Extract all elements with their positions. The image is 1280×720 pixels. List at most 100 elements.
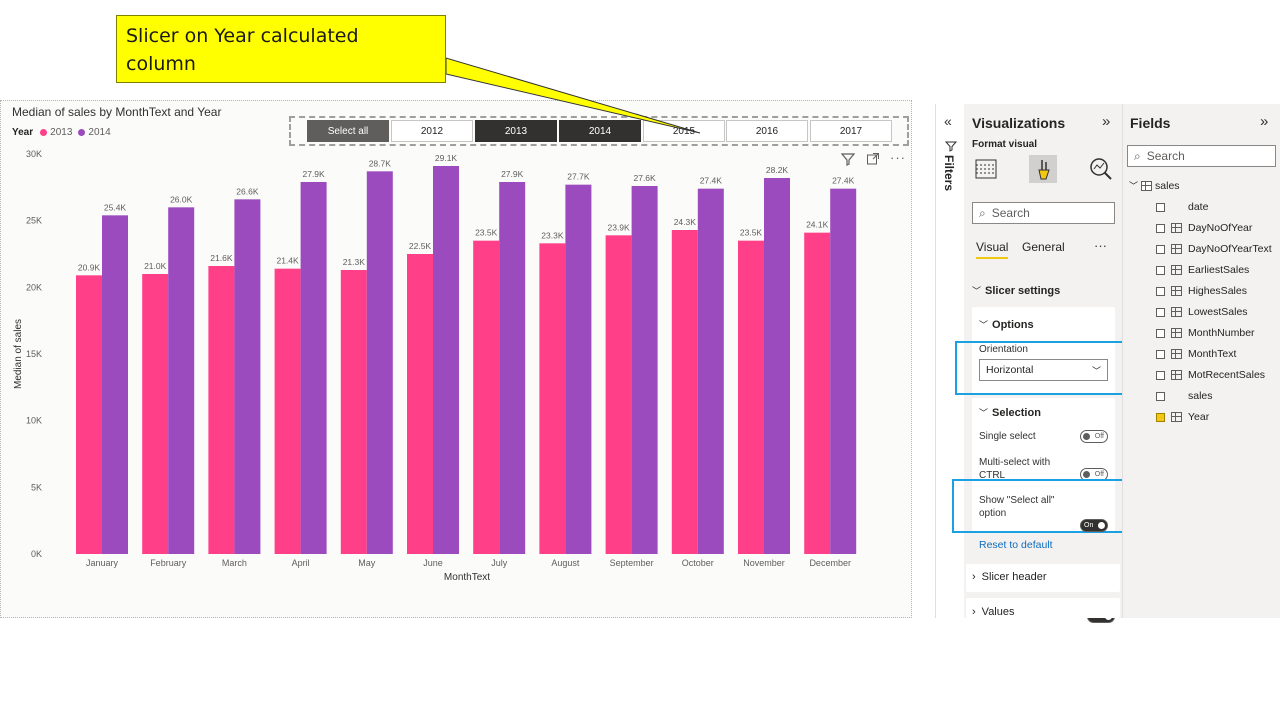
data-label: 28.2K — [766, 165, 789, 175]
multi-select-toggle-text: Off — [1094, 471, 1104, 478]
search-icon: ⌕ — [1134, 148, 1141, 163]
tab-visual[interactable]: Visual — [976, 240, 1009, 254]
slicer-header-card — [966, 564, 1120, 592]
slicer-header-label: Slicer header — [981, 571, 1047, 583]
build-visual-icon[interactable] — [975, 158, 997, 185]
values-card — [966, 598, 1120, 618]
selection-section[interactable]: ﹀ Selection — [979, 406, 1041, 419]
bar-2014-january — [102, 215, 128, 554]
chevron-down-icon: ﹀ — [972, 286, 982, 296]
filter-icon — [944, 139, 958, 157]
filter-icon[interactable] — [840, 152, 856, 169]
slicer-settings-label: Slicer settings — [985, 284, 1061, 297]
calc-column-icon — [1171, 223, 1182, 233]
chevron-right-icon: › — [972, 606, 976, 618]
blank-icon — [1171, 202, 1182, 212]
slicer-item-2016[interactable]: 2016 — [726, 120, 808, 142]
format-paintbrush-icon[interactable] — [1029, 155, 1057, 183]
x-tick-label: February — [150, 558, 187, 568]
measure-icon — [1171, 328, 1182, 338]
slicer-item-2014[interactable]: 2014 — [559, 120, 641, 142]
fields-search-input[interactable]: ⌕ Search — [1127, 145, 1276, 167]
annotation-callout: Slicer on Year calculated column — [116, 15, 446, 83]
more-options-icon[interactable]: ··· — [1094, 238, 1107, 253]
y-axis-label: Median of sales — [13, 319, 24, 389]
bar-2014-october — [697, 188, 724, 554]
field-label: sales — [1188, 390, 1213, 402]
slicer-select-all[interactable]: Select all — [307, 120, 389, 142]
data-label: 21.6K — [210, 253, 233, 263]
orientation-dropdown[interactable]: Horizontal ﹀ — [979, 359, 1108, 381]
select-all-toggle[interactable]: On — [1080, 519, 1108, 532]
legend-marker-2014 — [78, 129, 86, 136]
chart-legend: Year 2013 2014 — [12, 127, 111, 138]
legend-item-2014[interactable]: 2014 — [88, 127, 111, 138]
bar-2013-september — [605, 235, 632, 554]
single-select-toggle-text: Off — [1094, 433, 1104, 440]
bar-2014-august — [565, 184, 592, 554]
field-checkbox[interactable] — [1156, 202, 1165, 212]
double-chevron-right-icon[interactable]: » — [1102, 113, 1111, 130]
values-section[interactable]: › Values — [972, 606, 1015, 618]
year-slicer[interactable] — [289, 116, 909, 146]
field-item-monthnumber[interactable]: MonthNumber — [1156, 325, 1255, 341]
filters-label[interactable]: Filters — [942, 155, 956, 192]
bar-2014-may — [366, 171, 393, 555]
single-select-toggle[interactable]: Off — [1080, 430, 1108, 443]
data-label: 23.5K — [740, 228, 763, 238]
measure-icon — [1171, 307, 1182, 317]
y-tick-label: 20K — [26, 282, 42, 292]
field-checkbox[interactable] — [1156, 391, 1165, 401]
field-item-lowestsales[interactable]: LowestSales — [1156, 304, 1248, 320]
slicer-item-2015[interactable]: 2015 — [643, 120, 725, 142]
slicer-item-2017[interactable]: 2017 — [810, 120, 892, 142]
reset-to-default-link[interactable]: Reset to default — [979, 539, 1053, 551]
slicer-header-section[interactable]: › Slicer header — [972, 571, 1047, 583]
field-item-daynoofyeartext[interactable]: DayNoOfYearText — [1156, 241, 1272, 257]
data-label: 26.6K — [236, 186, 259, 196]
field-item-year[interactable]: Year — [1156, 409, 1209, 425]
slicer-settings-section[interactable]: ﹀ Slicer settings — [972, 284, 1060, 297]
field-checkbox[interactable] — [1156, 265, 1165, 275]
field-item-date[interactable]: date — [1156, 199, 1208, 215]
analytics-icon[interactable] — [1089, 157, 1113, 186]
options-section[interactable]: ﹀ Options — [979, 318, 1034, 331]
slicer-item-2012[interactable]: 2012 — [391, 120, 473, 142]
bar-2014-december — [830, 188, 857, 554]
double-chevron-right-icon[interactable]: » — [1260, 113, 1269, 130]
field-label: DayNoOfYearText — [1188, 243, 1272, 255]
field-item-daynoofyear[interactable]: DayNoOfYear — [1156, 220, 1252, 236]
slicer-item-2013[interactable]: 2013 — [475, 120, 557, 142]
collapse-left-icon[interactable]: « — [944, 113, 952, 129]
legend-title: Year — [12, 127, 34, 138]
viz-search-input[interactable]: ⌕ Search — [972, 202, 1115, 224]
legend-item-2013[interactable]: 2013 — [50, 127, 73, 138]
field-item-sales[interactable]: sales — [1156, 388, 1213, 404]
field-label: DayNoOfYear — [1188, 222, 1253, 234]
bar-chart: 0K 5K 10K 15K 20K 25K 30K Median of sales 20.9K 2… — [13, 149, 857, 583]
calc-column-icon — [1171, 244, 1182, 254]
bar-2013-august — [539, 243, 566, 554]
field-checkbox[interactable] — [1156, 307, 1165, 317]
tab-general[interactable]: General — [1022, 240, 1065, 254]
table-sales[interactable]: ﹀ sales — [1129, 179, 1180, 192]
field-checkbox[interactable] — [1156, 412, 1165, 422]
field-item-motrecentsales[interactable]: MotRecentSales — [1156, 367, 1265, 383]
focus-mode-icon[interactable] — [866, 152, 880, 169]
field-item-monthtext[interactable]: MonthText — [1156, 346, 1236, 362]
x-tick-label: September — [610, 558, 654, 568]
callout-line-2: column — [126, 53, 196, 75]
data-label: 21.4K — [276, 256, 299, 266]
field-checkbox[interactable] — [1156, 349, 1165, 359]
field-checkbox[interactable] — [1156, 244, 1165, 254]
field-label: MonthNumber — [1188, 327, 1255, 339]
field-item-earliestsales[interactable]: EarliestSales — [1156, 262, 1249, 278]
measure-icon — [1171, 265, 1182, 275]
field-checkbox[interactable] — [1156, 328, 1165, 338]
field-checkbox[interactable] — [1156, 370, 1165, 380]
field-checkbox[interactable] — [1156, 223, 1165, 233]
field-checkbox[interactable] — [1156, 286, 1165, 296]
x-tick-label: October — [682, 558, 714, 568]
more-options-icon[interactable]: ··· — [890, 150, 906, 165]
field-item-highessales[interactable]: HighesSales — [1156, 283, 1247, 299]
